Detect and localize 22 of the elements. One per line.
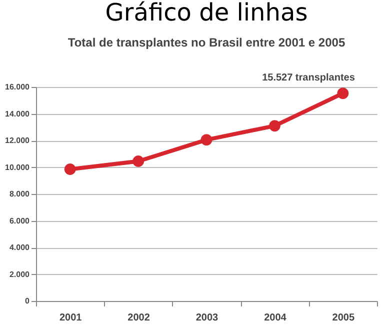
y-tick-label: 16.000 bbox=[5, 82, 30, 92]
y-tick-label: 4.000 bbox=[9, 243, 30, 252]
point bbox=[200, 134, 212, 146]
x-tick-label: 2003 bbox=[196, 312, 219, 324]
chart-title: Gráfico de linhas bbox=[105, 0, 308, 26]
y-tick-label: 8.000 bbox=[9, 190, 30, 198]
chart-subtitle: Total de transplantes no Brasil entre 2001 e 2005 bbox=[68, 35, 346, 50]
y-tick-label: 6.000 bbox=[9, 216, 30, 226]
point bbox=[132, 156, 144, 167]
y-tick-label: 12.000 bbox=[5, 136, 30, 145]
y-tick-label: 0 bbox=[25, 296, 30, 306]
x-tick-label: 2002 bbox=[128, 312, 150, 324]
point bbox=[64, 164, 76, 175]
x-tick-label: 2004 bbox=[264, 312, 287, 324]
point bbox=[337, 88, 349, 100]
y-tick-label: 10.000 bbox=[5, 162, 30, 172]
y-tick-label: 2.000 bbox=[9, 270, 30, 279]
y-tick-label: 14.000 bbox=[5, 109, 30, 118]
x-tick-label: 2001 bbox=[59, 312, 82, 324]
annotation: 15.527 transplantes bbox=[262, 72, 356, 84]
point bbox=[269, 120, 280, 132]
x-tick-label: 2005 bbox=[332, 312, 355, 324]
